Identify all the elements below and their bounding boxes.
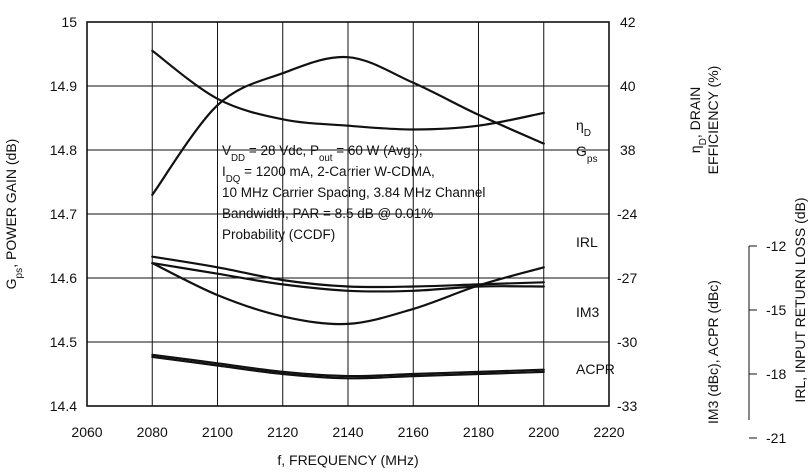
y-irl-tick-label: -18 — [766, 366, 786, 382]
series-label-3: IM3 — [576, 304, 600, 320]
y-efficiency-axis-title-line2: EFFICIENCY (%) — [705, 66, 721, 175]
series-line-1 — [151, 49, 545, 131]
x-tick-label: 2220 — [593, 424, 624, 440]
series-line-3 — [151, 255, 545, 289]
annotation-line-1: IDQ = 1200 mA, 2-Carrier W-CDMA, — [222, 164, 435, 185]
series-line-0 — [151, 55, 545, 196]
y-dbc-axis-title: IM3 (dBc), ACPR (dBc) — [705, 280, 721, 424]
y-left-tick-label: 14.6 — [50, 270, 77, 286]
y-dbc-tick-label: -27 — [617, 270, 637, 286]
y-left-axis-title: Gps, POWER GAIN (dB) — [3, 139, 25, 290]
y-irl-axis-title: IRL, INPUT RETURN LOSS (dB) — [792, 197, 808, 402]
y-irl-tick-label: -15 — [766, 302, 786, 318]
y-dbc-tick-label: -24 — [617, 206, 637, 222]
irl-axis: -12 -15 -18 -21 — [748, 238, 786, 446]
y-dbc-tick-label: -30 — [617, 334, 637, 350]
condition-annotation: VDD = 28 Vdc, Pout = 60 W (Avg.),IDQ = 1… — [222, 143, 485, 242]
annotation-line-3: Bandwidth, PAR = 8.5 dB @ 0.01% — [222, 206, 433, 221]
x-tick-label: 2100 — [202, 424, 233, 440]
y-efficiency-axis-title-line1: ηD, DRAIN — [687, 87, 709, 153]
y-left-tick-label: 14.7 — [50, 206, 77, 222]
series-curves — [151, 49, 545, 380]
x-tick-label: 2060 — [71, 424, 102, 440]
series-line-6 — [151, 355, 545, 380]
y-efficiency-tick-label: 40 — [620, 78, 636, 94]
series-label-1: Gps — [576, 143, 598, 165]
plot-frame — [86, 21, 610, 407]
annotation-line-4: Probability (CCDF) — [222, 227, 335, 242]
x-tick-label: 2200 — [528, 424, 559, 440]
y-efficiency-tick-label: 42 — [620, 14, 636, 30]
y-left-tick-label: 15 — [61, 14, 77, 30]
y-left-tick-label: 14.5 — [50, 334, 77, 350]
y-left-tick-label: 14.8 — [50, 142, 77, 158]
series-label-0: ηD — [576, 117, 591, 139]
y-left-tick-labels: 15 14.9 14.8 14.7 14.6 14.5 14.4 — [50, 14, 77, 414]
x-tick-label: 2140 — [332, 424, 363, 440]
series-labels: ηD Gps IRL IM3 ACPR — [576, 117, 615, 377]
y-irl-tick-label: -21 — [766, 430, 786, 446]
y-dbc-tick-labels: -24 -27 -30 -33 — [617, 206, 637, 414]
series-label-5: ACPR — [576, 361, 615, 377]
x-axis-title: f, FREQUENCY (MHz) — [277, 452, 418, 468]
series-line-5 — [151, 353, 545, 378]
x-tick-label: 2120 — [267, 424, 298, 440]
y-irl-tick-label: -12 — [766, 238, 786, 254]
y-dbc-tick-label: -33 — [617, 398, 637, 414]
y-left-tick-label: 14.9 — [50, 78, 77, 94]
y-efficiency-tick-label: 38 — [620, 142, 636, 158]
annotation-line-0: VDD = 28 Vdc, Pout = 60 W (Avg.), — [222, 143, 423, 164]
y-efficiency-tick-labels: 42 40 38 — [620, 14, 636, 158]
annotation-line-2: 10 MHz Carrier Spacing, 3.84 MHz Channel — [222, 185, 485, 200]
x-tick-label: 2080 — [137, 424, 168, 440]
x-tick-labels: 2060 2080 2100 2120 2140 2160 2180 2200 2220 — [71, 424, 624, 440]
y-left-tick-label: 14.4 — [50, 398, 77, 414]
grid-lines — [87, 22, 609, 406]
series-line-4 — [151, 262, 545, 293]
x-tick-label: 2180 — [463, 424, 494, 440]
series-label-2: IRL — [576, 234, 598, 250]
x-tick-label: 2160 — [398, 424, 429, 440]
